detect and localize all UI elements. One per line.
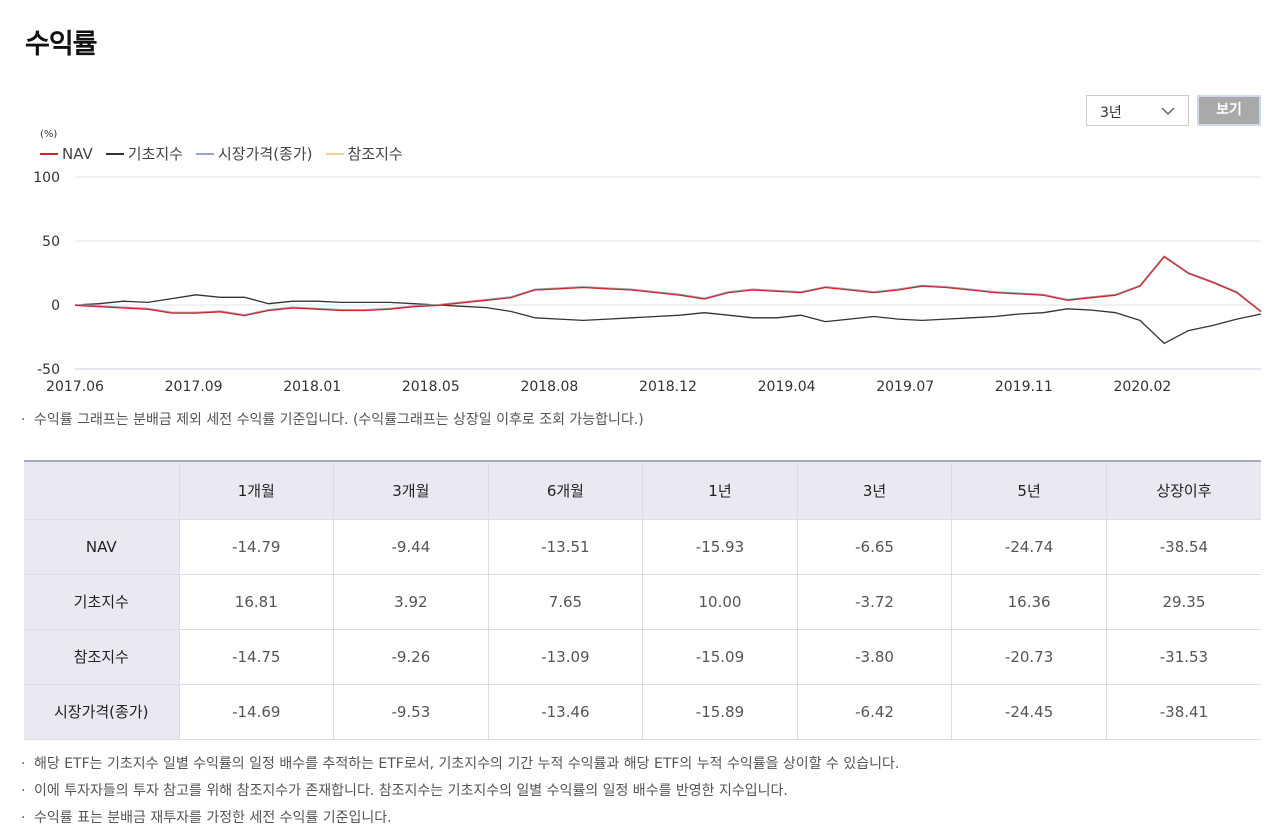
table-row-label: NAV bbox=[24, 519, 180, 575]
table-cell: -20.73 bbox=[951, 629, 1107, 685]
legend-label: NAV bbox=[62, 144, 93, 163]
period-select[interactable]: 3년 bbox=[1086, 95, 1189, 126]
table-row: 시장가격(종가) -14.69 -9.53 -13.46 -15.89 -6.4… bbox=[24, 684, 1261, 740]
chart-note-text: 수익률 그래프는 분배금 제외 세전 수익률 기준입니다. (수익률그래프는 상… bbox=[34, 412, 644, 428]
legend-swatch bbox=[105, 152, 124, 155]
table-cell: -14.69 bbox=[179, 684, 335, 740]
chart-unit-label: (%) bbox=[40, 129, 58, 140]
table-cell: -15.89 bbox=[642, 684, 798, 740]
table-cell: -9.26 bbox=[333, 629, 489, 685]
table-row-label: 기초지수 bbox=[24, 574, 180, 630]
chart-note: · 수익률 그래프는 분배금 제외 세전 수익률 기준입니다. (수익률그래프는 … bbox=[21, 409, 644, 429]
table-header-cell: 5년 bbox=[951, 460, 1107, 520]
table-cell: 7.65 bbox=[488, 574, 644, 630]
table-row-label: 참조지수 bbox=[24, 629, 180, 685]
legend-label: 참조지수 bbox=[347, 145, 403, 163]
table-cell: -9.53 bbox=[333, 684, 489, 740]
y-tick-label: 100 bbox=[33, 170, 60, 186]
series-line-2 bbox=[74, 255, 1262, 316]
series-line-3 bbox=[74, 255, 1262, 317]
table-cell: -15.93 bbox=[642, 519, 798, 575]
footnote-item: · 이에 투자자들의 투자 참고를 위해 참조지수가 존재합니다. 참조지수는 기… bbox=[21, 780, 899, 807]
bullet: · bbox=[21, 412, 26, 428]
legend-swatch bbox=[325, 152, 344, 155]
table-cell: -3.80 bbox=[797, 629, 953, 685]
table-header-cell: 상장이후 bbox=[1106, 460, 1261, 520]
table-cell: -6.65 bbox=[797, 519, 953, 575]
table-cell: 10.00 bbox=[642, 574, 798, 630]
x-tick-label: 2018.12 bbox=[639, 379, 697, 395]
table-header-cell: 6개월 bbox=[488, 460, 644, 520]
table-cell: -14.79 bbox=[179, 519, 335, 575]
x-tick-label: 2020.02 bbox=[1113, 379, 1171, 395]
table-cell: -14.75 bbox=[179, 629, 335, 685]
table-cell: -9.44 bbox=[333, 519, 489, 575]
x-tick-label: 2017.06 bbox=[46, 379, 104, 395]
table-cell: -6.42 bbox=[797, 684, 953, 740]
table-row: NAV -14.79 -9.44 -13.51 -15.93 -6.65 -24… bbox=[24, 519, 1261, 575]
table-cell: -3.72 bbox=[797, 574, 953, 630]
legend-item-base-index[interactable]: 기초지수 bbox=[105, 143, 183, 164]
bullet: · bbox=[21, 810, 26, 826]
legend-item-reference-index[interactable]: 참조지수 bbox=[325, 143, 403, 164]
table-row: 기초지수 16.81 3.92 7.65 10.00 -3.72 16.36 2… bbox=[24, 574, 1261, 630]
footnote-text: 해당 ETF는 기초지수 일별 수익률의 일정 배수를 추적하는 ETF로서, … bbox=[34, 756, 900, 772]
footnote-item: · 해당 ETF는 기초지수 일별 수익률의 일정 배수를 추적하는 ETF로서,… bbox=[21, 753, 899, 780]
footnote-text: 이에 투자자들의 투자 참고를 위해 참조지수가 존재합니다. 참조지수는 기초… bbox=[34, 783, 788, 799]
legend-swatch bbox=[40, 152, 58, 155]
table-cell: -13.09 bbox=[488, 629, 644, 685]
x-tick-label: 2019.11 bbox=[995, 379, 1053, 395]
table-header-cell: 3개월 bbox=[333, 460, 489, 520]
returns-table: 1개월 3개월 6개월 1년 3년 5년 상장이후 NAV -14.79 -9.… bbox=[24, 460, 1261, 740]
y-tick-label: 0 bbox=[51, 298, 60, 314]
table-cell: -24.45 bbox=[951, 684, 1107, 740]
series-line-0 bbox=[74, 256, 1262, 317]
x-tick-label: 2018.01 bbox=[283, 379, 341, 395]
table-row: 참조지수 -14.75 -9.26 -13.09 -15.09 -3.80 -2… bbox=[24, 629, 1261, 685]
legend-item-nav[interactable]: NAV bbox=[40, 143, 93, 164]
period-select-value: 3년 bbox=[1100, 105, 1122, 121]
footnotes: · 해당 ETF는 기초지수 일별 수익률의 일정 배수를 추적하는 ETF로서,… bbox=[21, 753, 899, 832]
table-cell: -13.51 bbox=[488, 519, 644, 575]
y-tick-label: 50 bbox=[42, 234, 60, 250]
legend-label: 기초지수 bbox=[127, 145, 183, 163]
x-tick-label: 2019.07 bbox=[876, 379, 934, 395]
table-header-cell bbox=[24, 460, 180, 520]
x-tick-label: 2019.04 bbox=[758, 379, 816, 395]
footnote-item: · 수익률 표는 분배금 재투자를 가정한 세전 수익률 기준입니다. bbox=[21, 807, 899, 832]
page-title: 수익률 bbox=[25, 29, 98, 60]
table-cell: 16.36 bbox=[951, 574, 1107, 630]
table-cell: -31.53 bbox=[1106, 629, 1261, 685]
legend-swatch bbox=[196, 152, 214, 155]
legend-item-market-price[interactable]: 시장가격(종가) bbox=[196, 143, 313, 164]
x-tick-label: 2018.08 bbox=[520, 379, 578, 395]
table-row-label: 시장가격(종가) bbox=[24, 684, 180, 740]
chevron-down-icon bbox=[1161, 107, 1175, 116]
table-header-row: 1개월 3개월 6개월 1년 3년 5년 상장이후 bbox=[24, 460, 1261, 520]
table-cell: 16.81 bbox=[179, 574, 335, 630]
table-cell: -38.41 bbox=[1106, 684, 1261, 740]
table-cell: 29.35 bbox=[1106, 574, 1261, 630]
y-tick-label: -50 bbox=[37, 362, 60, 378]
x-tick-label: 2018.05 bbox=[402, 379, 460, 395]
table-cell: -38.54 bbox=[1106, 519, 1261, 575]
bullet: · bbox=[21, 783, 26, 799]
bullet: · bbox=[21, 756, 26, 772]
footnote-text: 수익률 표는 분배금 재투자를 가정한 세전 수익률 기준입니다. bbox=[34, 810, 392, 826]
view-button[interactable]: 보기 bbox=[1197, 95, 1261, 126]
table-cell: -24.74 bbox=[951, 519, 1107, 575]
table-header-cell: 3년 bbox=[797, 460, 953, 520]
x-tick-label: 2017.09 bbox=[165, 379, 223, 395]
table-cell: -15.09 bbox=[642, 629, 798, 685]
table-header-cell: 1개월 bbox=[179, 460, 335, 520]
table-cell: 3.92 bbox=[333, 574, 489, 630]
table-header-cell: 1년 bbox=[642, 460, 798, 520]
legend-label: 시장가격(종가) bbox=[218, 145, 313, 163]
series-line-1 bbox=[74, 294, 1262, 345]
table-cell: -13.46 bbox=[488, 684, 644, 740]
chart-legend: NAV 기초지수 시장가격(종가) 참조지수 bbox=[40, 143, 416, 164]
